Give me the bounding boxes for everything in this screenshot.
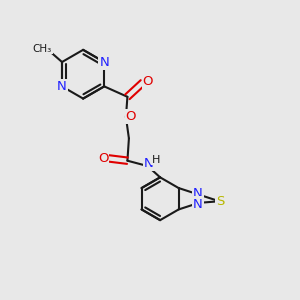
Text: N: N [144, 157, 154, 170]
Text: N: N [57, 80, 67, 93]
Text: S: S [216, 195, 225, 208]
Text: N: N [193, 197, 203, 211]
Text: CH₃: CH₃ [33, 44, 52, 54]
Text: H: H [152, 154, 160, 164]
Text: N: N [193, 187, 203, 200]
Text: O: O [126, 110, 136, 123]
Text: O: O [98, 152, 108, 164]
Text: O: O [143, 75, 153, 88]
Text: N: N [99, 56, 109, 68]
